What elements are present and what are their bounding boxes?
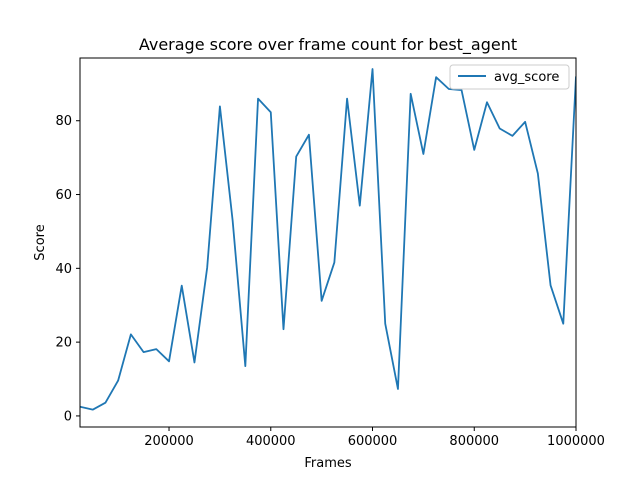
y-tick-label: 80 <box>55 114 72 129</box>
x-tick-label: 800000 <box>449 434 499 449</box>
legend-label-avg-score: avg_score <box>494 70 559 85</box>
legend: avg_score <box>449 64 570 90</box>
x-axis-label: Frames <box>304 456 352 471</box>
legend-box <box>449 64 570 90</box>
chart-title: Average score over frame count for best_… <box>139 35 517 55</box>
y-tick-label: 40 <box>55 262 72 277</box>
x-tick-label: 600000 <box>348 434 398 449</box>
x-tick-label: 200000 <box>144 434 194 449</box>
x-tick-label: 1000000 <box>547 434 605 449</box>
y-tick-label: 20 <box>55 336 72 351</box>
y-tick-label: 60 <box>55 188 72 203</box>
plot-area-frame <box>79 57 577 428</box>
series-line-avg-score <box>80 68 576 411</box>
x-tick-label: 400000 <box>246 434 296 449</box>
y-tick-label: 0 <box>64 409 72 424</box>
y-axis-label: Score <box>33 224 48 260</box>
